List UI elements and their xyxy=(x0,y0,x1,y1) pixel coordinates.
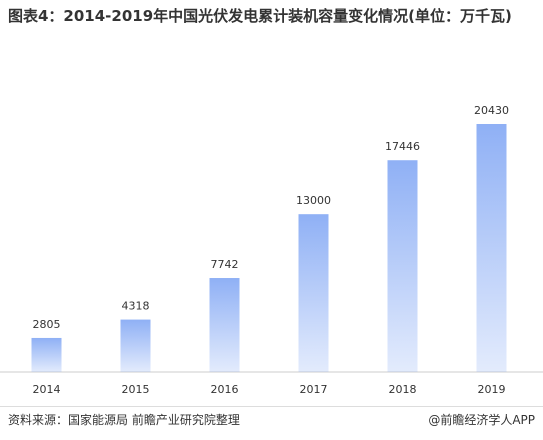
x-tick-label: 2018 xyxy=(389,383,417,396)
bar xyxy=(476,124,507,372)
data-label: 13000 xyxy=(296,194,331,207)
data-label: 4318 xyxy=(122,300,150,313)
chart-title: 图表4：2014-2019年中国光伏发电累计装机容量变化情况(单位：万千瓦) xyxy=(8,7,512,25)
x-tick-label: 2016 xyxy=(211,383,239,396)
footer: 资料来源：国家能源局 前瞻产业研究院整理 @前瞻经济学人APP xyxy=(0,406,543,427)
bar xyxy=(209,278,240,372)
credit: @前瞻经济学人APP xyxy=(428,413,535,427)
x-tick-label: 2019 xyxy=(478,383,506,396)
bar xyxy=(31,337,62,372)
x-tick-label: 2014 xyxy=(33,383,61,396)
chart: 2014 2805 2015 4318 2016 7742 2017 13000 2018 174… xyxy=(0,104,543,396)
data-label: 17446 xyxy=(385,140,420,153)
bar xyxy=(387,160,418,372)
source: 资料来源：国家能源局 前瞻产业研究院整理 xyxy=(8,413,240,427)
x-tick-label: 2017 xyxy=(300,383,328,396)
bar xyxy=(298,214,329,372)
data-label: 20430 xyxy=(474,104,509,117)
x-tick-label: 2015 xyxy=(122,383,150,396)
data-label: 7742 xyxy=(211,258,239,271)
data-label: 2805 xyxy=(33,318,61,331)
bar xyxy=(120,319,151,372)
